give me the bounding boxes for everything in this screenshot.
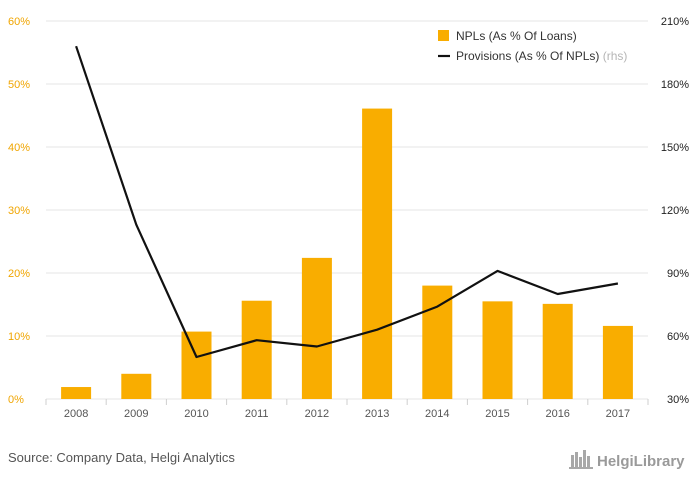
x-tick-label: 2014 bbox=[425, 408, 449, 420]
bar-2012 bbox=[301, 257, 332, 399]
right-tick-label: 210% bbox=[661, 16, 689, 28]
bar-2013 bbox=[362, 108, 393, 399]
right-tick-label: 60% bbox=[667, 331, 689, 343]
right-tick-label: 90% bbox=[667, 268, 689, 280]
x-axis-ticks: 2008 2009 2010 2011 2012 2013 2014 2015 2016 2017 bbox=[64, 408, 630, 420]
x-tick-label: 2016 bbox=[545, 408, 569, 420]
grid-lines bbox=[45, 20, 649, 405]
bar-2017 bbox=[602, 325, 633, 399]
legend: NPLs (As % Of Loans) Provisions (As % Of… bbox=[438, 29, 627, 63]
logo-text: HelgiLibrary bbox=[597, 453, 685, 470]
x-tick-label: 2011 bbox=[245, 408, 269, 420]
left-tick-label: 30% bbox=[8, 205, 30, 217]
bar-series bbox=[61, 108, 633, 399]
left-tick-label: 0% bbox=[8, 394, 24, 406]
bar-2011 bbox=[241, 300, 272, 399]
bar-2008 bbox=[61, 387, 92, 399]
x-tick-label: 2010 bbox=[184, 408, 208, 420]
x-tick-label: 2017 bbox=[606, 408, 630, 420]
right-axis-ticks: 30% 60% 90% 120% 150% 180% 210% bbox=[661, 16, 689, 406]
x-tick-label: 2009 bbox=[124, 408, 148, 420]
left-tick-label: 10% bbox=[8, 331, 30, 343]
right-tick-label: 120% bbox=[661, 205, 689, 217]
source-text: Source: Company Data, Helgi Analytics bbox=[8, 450, 235, 465]
bar-2015 bbox=[482, 301, 513, 399]
left-tick-label: 50% bbox=[8, 79, 30, 91]
bar-2014 bbox=[422, 285, 453, 399]
right-tick-label: 30% bbox=[667, 394, 689, 406]
left-tick-label: 60% bbox=[8, 16, 30, 28]
legend-swatch-npl bbox=[438, 30, 449, 41]
left-tick-label: 40% bbox=[8, 142, 30, 154]
x-tick-label: 2012 bbox=[305, 408, 329, 420]
left-tick-label: 20% bbox=[8, 268, 30, 280]
x-tick-label: 2013 bbox=[365, 408, 389, 420]
bar-2009 bbox=[121, 373, 152, 399]
line-series bbox=[75, 45, 619, 359]
provisions-line bbox=[75, 45, 619, 359]
legend-label-provisions: Provisions (As % Of NPLs) (rhs) bbox=[456, 49, 627, 63]
bar-2016 bbox=[542, 303, 573, 399]
x-tick-label: 2008 bbox=[64, 408, 88, 420]
left-axis-ticks: 0% 10% 20% 30% 40% 50% 60% bbox=[8, 16, 30, 406]
x-tick-label: 2015 bbox=[485, 408, 509, 420]
right-tick-label: 180% bbox=[661, 79, 689, 91]
legend-label-npl: NPLs (As % Of Loans) bbox=[456, 29, 577, 43]
right-tick-label: 150% bbox=[661, 142, 689, 154]
skyline-icon bbox=[569, 450, 593, 469]
bar-2010 bbox=[181, 331, 212, 399]
